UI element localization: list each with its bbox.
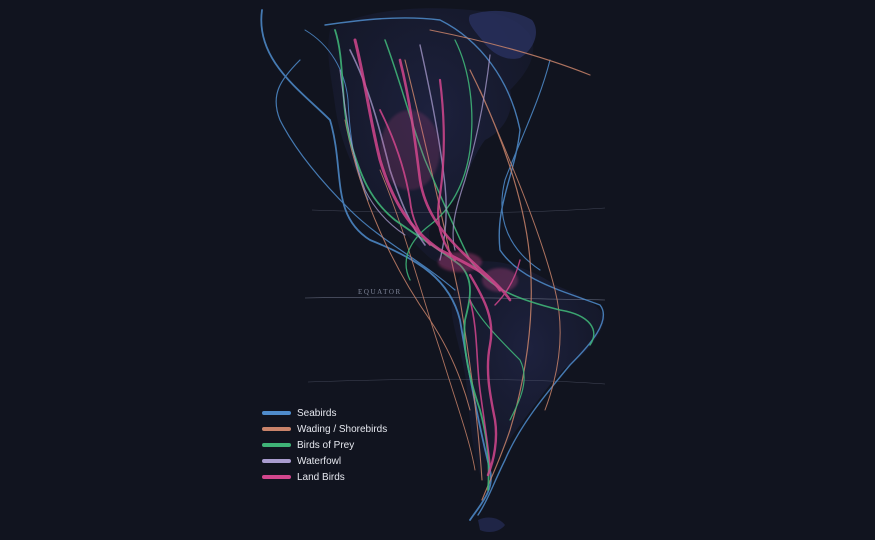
shorebird-route [379,169,476,471]
waterfowl-route [339,69,406,236]
legend-swatch [262,475,291,479]
legend-item-seabirds: Seabirds [262,405,387,421]
shorebird-route [469,69,532,501]
legend-item-land-birds: Land Birds [262,469,387,485]
legend-item-waterfowl: Waterfowl [262,453,387,469]
seabird-route [501,59,551,271]
legend-item-shorebirds: Wading / Shorebirds [262,421,387,437]
glow-north [380,110,440,190]
tropic-of-capricorn-line [307,378,606,385]
south-america-land [451,261,605,481]
legend-item-birds-of-prey: Birds of Prey [262,437,387,453]
land-bird-route [468,273,498,477]
greenland-land [468,10,536,59]
legend-label: Land Birds [297,471,345,483]
convergence-glow [380,110,518,292]
land-bird-route [469,299,491,466]
legend-swatch [262,427,291,431]
tierra-del-fuego-land [478,517,505,533]
legend-label: Birds of Prey [297,439,355,451]
seabird-route [275,59,456,291]
seabird-route [324,17,605,516]
legend-swatch [262,411,291,415]
glow-amazon [482,268,518,292]
shorebird-route [479,89,561,411]
land-bird-route [437,78,457,262]
birds-of-prey-route [405,39,473,281]
legend-swatch [262,459,291,463]
map-legend: Seabirds Wading / Shorebirds Birds of Pr… [262,405,387,485]
tropic-of-cancer-line [311,207,606,214]
legend-label: Waterfowl [297,455,342,467]
shorebird-route [344,119,471,411]
legend-label: Seabirds [297,407,337,419]
waterfowl-route [419,44,447,261]
birds-of-prey-route [469,299,525,421]
legend-swatch [262,443,291,447]
glow-central-america [438,252,482,272]
equator-label: EQUATOR [358,288,402,296]
legend-label: Wading / Shorebirds [297,423,388,435]
waterfowl-route [452,54,491,251]
shorebird-route [429,29,591,76]
